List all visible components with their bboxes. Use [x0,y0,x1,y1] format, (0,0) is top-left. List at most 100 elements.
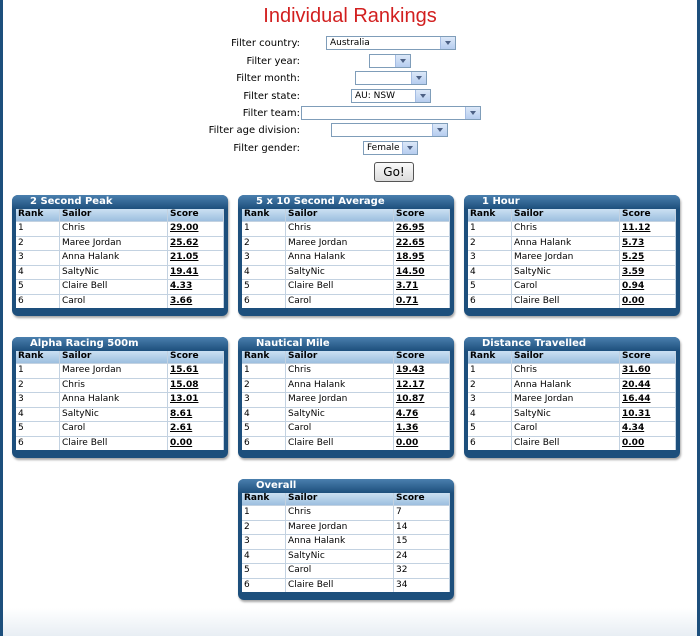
state-select[interactable]: AU: NSW [351,89,431,103]
score-cell: 0.94 [620,280,676,294]
ranking-panel-alpha-racing-500m: Alpha Racing 500m Rank Sailor Score 1 Maree J… [12,337,228,458]
score-link[interactable]: 18.95 [396,252,425,262]
table-header-row: Rank Sailor Score [242,208,450,221]
column-header-sailor: Sailor [512,350,620,363]
sailor-cell: Anna Halank [512,378,620,392]
sailor-cell: Anna Halank [60,393,168,407]
age-division-select[interactable] [331,123,448,137]
sailor-cell: Claire Bell [286,578,394,592]
score-link[interactable]: 5.73 [622,237,645,248]
table-row: 2 Anna Halank 5.73 [468,235,676,250]
table-row: 1 Chris 26.95 [242,221,450,236]
column-header-score: Score [168,208,224,221]
page-title: Individual Rankings [263,5,437,27]
rank-cell: 1 [242,364,286,378]
score-link[interactable]: 20.44 [622,379,651,390]
sailor-cell: SaltyNic [60,407,168,421]
score-link[interactable]: 21.05 [170,252,199,262]
filter-row-age: Filter age division: [0,123,700,140]
sailor-cell: Anna Halank [286,251,394,265]
ranking-panel-nautical-mile: Nautical Mile Rank Sailor Score 1 Chris 19.43 2… [238,337,454,458]
score-link[interactable]: 3.59 [622,266,645,277]
score-link[interactable]: 3.71 [396,281,419,291]
score-link[interactable]: 4.33 [170,281,193,291]
column-header-rank: Rank [468,208,512,221]
sailor-cell: Chris [286,506,394,520]
score-link[interactable]: 16.44 [622,394,651,404]
score-link[interactable]: 10.87 [396,394,425,404]
rank-cell: 6 [242,436,286,450]
score-cell: 22.65 [394,236,450,250]
score-link[interactable]: 3.66 [170,295,193,306]
score-link[interactable]: 0.00 [170,437,193,448]
score-cell: 10.87 [394,393,450,407]
table-row: 3 Anna Halank 15 [242,534,450,549]
score-link[interactable]: 26.95 [396,223,425,233]
score-cell: 2.61 [168,422,224,436]
score-link[interactable]: 19.43 [396,365,425,375]
score-link[interactable]: 0.00 [622,437,645,448]
gender-select-value: Female [367,143,400,153]
score-link[interactable]: 15.08 [170,379,199,390]
score-link[interactable]: 0.71 [396,295,419,306]
table-row: 5 Claire Bell 3.71 [242,279,450,294]
country-select[interactable]: Australia [326,36,456,50]
table-row: 6 Claire Bell 0.00 [16,435,224,450]
score-link[interactable]: 8.61 [170,408,193,419]
go-button[interactable]: Go! [374,162,414,182]
table-row: 5 Carol 4.34 [468,421,676,436]
sailor-cell: SaltyNic [512,265,620,279]
score-link[interactable]: 13.01 [170,394,199,404]
score-link[interactable]: 31.60 [622,365,651,375]
score-link[interactable]: 5.25 [622,252,645,262]
table-row: 4 SaltyNic 3.59 [468,264,676,279]
score-link[interactable]: 0.00 [622,295,645,306]
rank-cell: 2 [468,378,512,392]
rank-cell: 1 [16,222,60,236]
ranking-table: Rank Sailor Score 1 Maree Jordan 15.61 2 Chris 1… [16,350,224,450]
footer-fade [3,608,697,636]
score-link[interactable]: 1.36 [396,423,419,433]
score-link[interactable]: 4.34 [622,423,645,433]
year-select[interactable] [369,54,411,68]
table-row: 6 Claire Bell 0.00 [468,293,676,308]
rank-cell: 2 [242,236,286,250]
rank-cell: 3 [468,393,512,407]
score-link[interactable]: 15.61 [170,365,199,375]
ranking-table: Rank Sailor Score 1 Chris 7 2 Maree Jordan 14 3 An… [242,492,450,592]
score-link[interactable]: 14.50 [396,266,425,277]
score-link[interactable]: 0.94 [622,281,645,291]
column-header-sailor: Sailor [60,208,168,221]
sailor-cell: Chris [60,378,168,392]
score-link[interactable]: 19.41 [170,266,199,277]
month-select[interactable] [355,71,427,85]
filter-country-label: Filter country: [231,38,300,49]
panel-footer [12,450,228,458]
rank-cell: 1 [468,364,512,378]
score-link[interactable]: 4.76 [396,408,419,419]
filter-row-team: Filter team: [0,106,700,123]
score-link[interactable]: 29.00 [170,223,199,233]
score-link[interactable]: 22.65 [396,237,425,248]
sailor-cell: Carol [286,294,394,308]
sailor-cell: Chris [512,222,620,236]
column-header-score: Score [394,350,450,363]
sailor-cell: Claire Bell [286,436,394,450]
table-header-row: Rank Sailor Score [468,208,676,221]
gender-select[interactable]: Female [363,141,418,155]
rank-cell: 5 [242,280,286,294]
score-cell: 0.00 [168,436,224,450]
score-link[interactable]: 11.12 [622,223,651,233]
score-link[interactable]: 0.00 [396,437,419,448]
table-row: 2 Anna Halank 20.44 [468,377,676,392]
score-cell: 3.71 [394,280,450,294]
rank-cell: 4 [242,407,286,421]
score-link[interactable]: 2.61 [170,423,193,433]
column-header-rank: Rank [468,350,512,363]
score-link[interactable]: 10.31 [622,408,651,419]
score-link[interactable]: 12.17 [396,379,425,390]
ranking-panel-2-second-peak: 2 Second Peak Rank Sailor Score 1 Chris 29.00 2… [12,195,228,316]
score-link[interactable]: 25.62 [170,237,199,248]
team-select[interactable] [301,106,481,120]
table-row: 2 Anna Halank 12.17 [242,377,450,392]
